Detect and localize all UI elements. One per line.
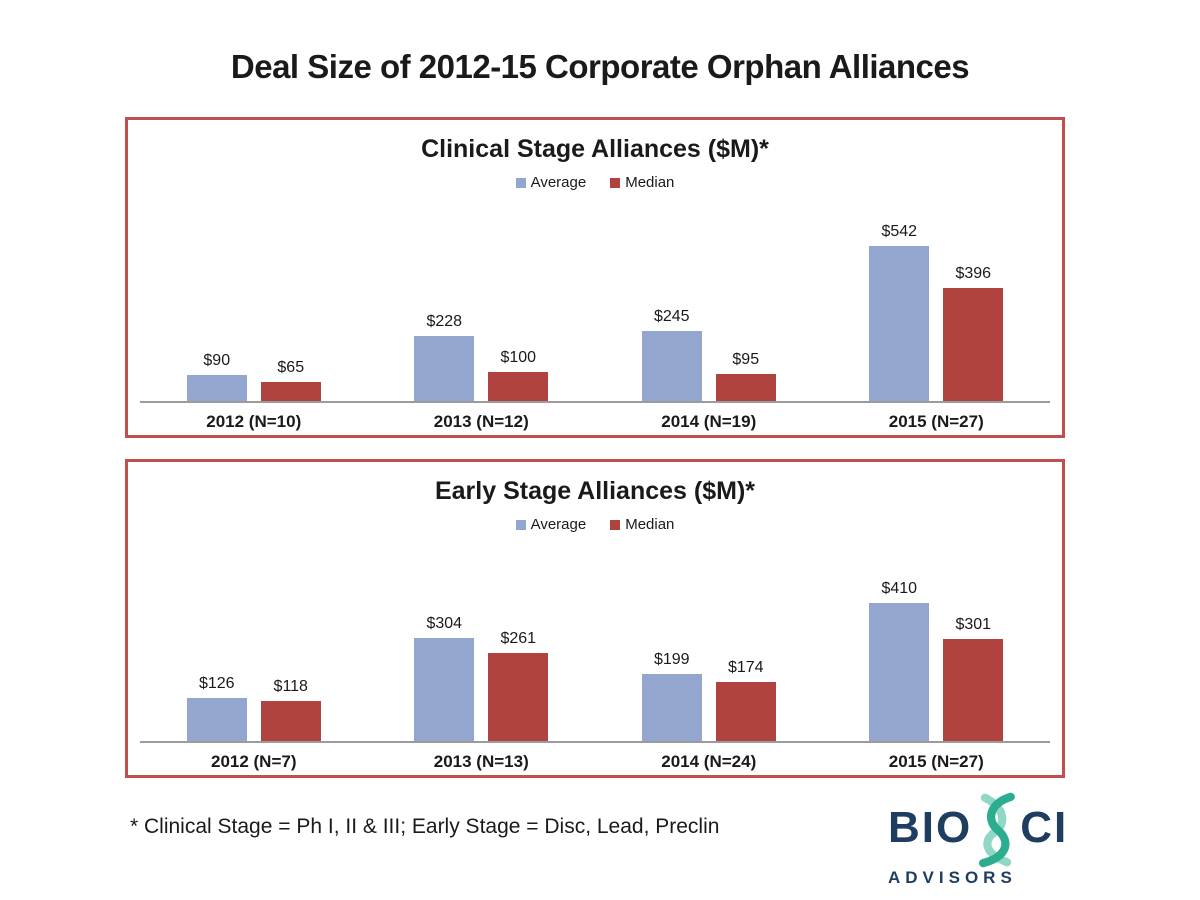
biosci-advisors-logo: BIO CI ADVISORS <box>888 790 1188 888</box>
dna-helix-icon <box>979 792 1016 868</box>
bar-column: $199 <box>641 650 702 741</box>
bar-average <box>869 245 930 401</box>
category-label: 2012 (N=7) <box>210 752 297 771</box>
average-swatch-icon <box>515 519 526 530</box>
value-label: $90 <box>203 352 231 370</box>
bar-median <box>943 287 1004 401</box>
category-label: 2015 (N=27) <box>888 752 984 771</box>
value-label: $174 <box>727 659 764 677</box>
bar-column: $228 <box>414 312 475 401</box>
median-swatch-icon <box>610 519 621 530</box>
value-label: $126 <box>198 675 235 693</box>
value-label: $95 <box>732 350 760 368</box>
bars-row: $90 $65 $228 $100 $245 $95 $542 $396 <box>140 223 1050 403</box>
bar-column: $100 <box>488 349 549 401</box>
bar-median <box>260 382 321 401</box>
bar-average <box>186 698 247 741</box>
legend-label: Median <box>625 174 675 191</box>
legend-item-average: Average <box>515 516 587 533</box>
bar-group: $304 $261 <box>368 615 596 741</box>
bar-column: $65 <box>260 359 321 401</box>
categories-row: 2012 (N=7) 2013 (N=13) 2014 (N=24) 2015 (N=… <box>140 743 1050 772</box>
bar-average <box>869 602 930 741</box>
category-label: 2014 (N=24) <box>661 752 757 771</box>
bar-average <box>414 638 475 741</box>
value-label: $118 <box>273 678 308 696</box>
legend-label: Average <box>530 174 587 191</box>
bar-group: $542 $396 <box>823 223 1051 401</box>
median-swatch-icon <box>610 177 621 188</box>
bar-column: $174 <box>715 659 776 741</box>
clinical-stage-panel: Clinical Stage Alliances ($M)* Average M… <box>125 117 1065 438</box>
bar-median <box>715 373 776 401</box>
bar-column: $126 <box>186 675 247 741</box>
bar-average <box>414 335 475 401</box>
category-label: 2015 (N=27) <box>888 412 984 431</box>
logo-wordmark: BIO CI <box>888 790 1188 868</box>
bar-column: $90 <box>186 352 247 401</box>
categories-row: 2012 (N=10) 2013 (N=12) 2014 (N=19) 2015 (N… <box>140 403 1050 432</box>
legend-item-median: Median <box>610 174 674 191</box>
category-label: 2014 (N=19) <box>661 412 757 431</box>
bar-column: $301 <box>943 616 1004 741</box>
bar-group: $126 $118 <box>140 675 368 741</box>
chart-title-clinical: Clinical Stage Alliances ($M)* <box>421 135 769 163</box>
chart-title-early: Early Stage Alliances ($M)* <box>434 477 756 505</box>
value-label: $304 <box>426 615 463 633</box>
value-label: $100 <box>500 349 537 367</box>
value-label: $410 <box>881 579 918 597</box>
bar-column: $261 <box>488 629 549 741</box>
value-label: $542 <box>881 222 918 240</box>
bar-column: $304 <box>414 615 475 741</box>
value-label: $245 <box>653 307 690 325</box>
logo-subtext: ADVISORS <box>888 868 1017 887</box>
bar-median <box>715 682 776 741</box>
bar-group: $245 $95 <box>595 308 823 401</box>
value-label: $396 <box>955 264 992 282</box>
bar-median <box>943 639 1004 741</box>
value-label: $199 <box>653 650 690 668</box>
bars-row: $126 $118 $304 $261 $199 $174 $410 $301 <box>140 580 1050 743</box>
bar-column: $396 <box>943 264 1004 401</box>
legend: Average Median <box>128 174 1062 191</box>
footnote: * Clinical Stage = Ph I, II & III; Early… <box>130 815 720 838</box>
value-label: $261 <box>500 629 537 647</box>
bar-median <box>488 652 549 741</box>
bar-column: $118 <box>260 678 321 741</box>
bar-column: $542 <box>869 222 930 401</box>
bar-average <box>641 330 702 401</box>
logo-text-left: BIO <box>888 803 973 852</box>
value-label: $65 <box>277 359 305 377</box>
average-swatch-icon <box>515 177 526 188</box>
legend-label: Median <box>625 516 675 533</box>
category-label: 2013 (N=13) <box>433 752 529 771</box>
page-title: Deal Size of 2012-15 Corporate Orphan Al… <box>230 48 970 85</box>
legend-label: Average <box>530 516 587 533</box>
bar-group: $410 $301 <box>823 579 1051 741</box>
logo-text-right: CI <box>1020 803 1069 852</box>
bar-column: $95 <box>715 350 776 401</box>
bar-average <box>186 375 247 401</box>
legend-item-median: Median <box>610 516 674 533</box>
legend: Average Median <box>128 516 1062 533</box>
category-label: 2013 (N=12) <box>433 412 529 431</box>
bar-column: $245 <box>641 307 702 401</box>
bar-group: $90 $65 <box>140 352 368 401</box>
bar-median <box>488 372 549 401</box>
category-label: 2012 (N=10) <box>206 412 302 431</box>
value-label: $301 <box>955 616 992 634</box>
legend-item-average: Average <box>515 174 587 191</box>
bar-average <box>641 673 702 741</box>
value-label: $228 <box>426 312 463 330</box>
bar-median <box>260 701 321 741</box>
bar-group: $199 $174 <box>595 651 823 741</box>
bar-column: $410 <box>869 579 930 741</box>
early-stage-panel: Early Stage Alliances ($M)* Average Medi… <box>125 459 1065 778</box>
bar-group: $228 $100 <box>368 313 596 401</box>
